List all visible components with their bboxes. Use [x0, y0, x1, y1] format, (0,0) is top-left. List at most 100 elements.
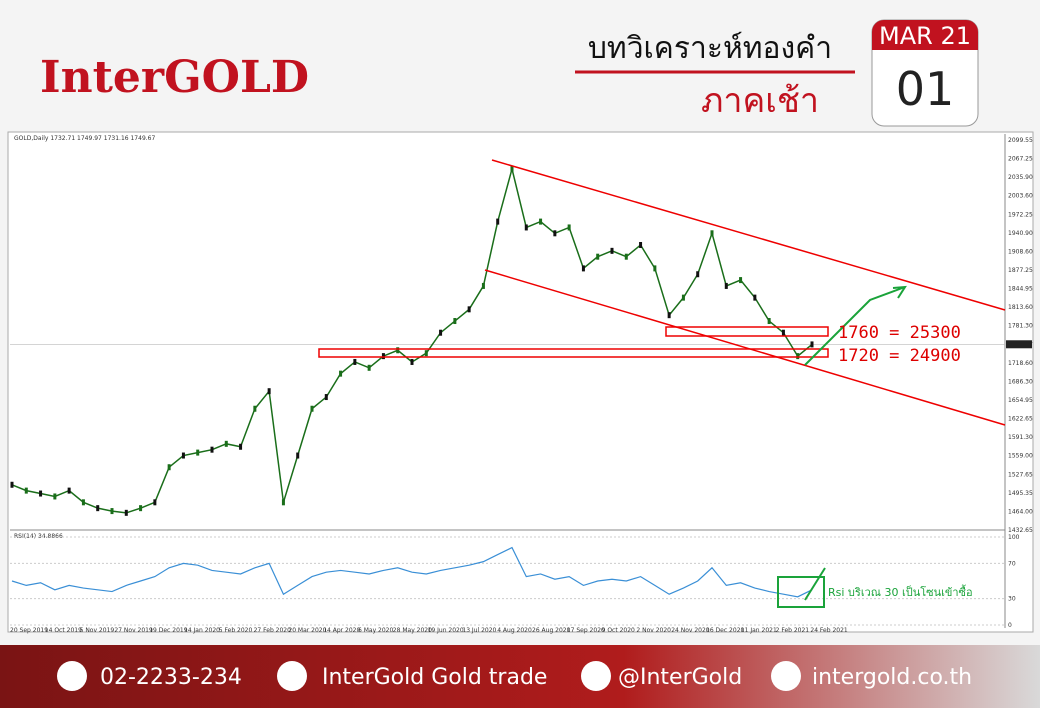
- candle: [596, 253, 600, 260]
- line: @InterGold: [618, 665, 742, 690]
- candle: [667, 312, 671, 319]
- y-tick-label: 1686.30: [1008, 378, 1033, 385]
- candle: [281, 499, 285, 506]
- channel-top: [491, 159, 1006, 311]
- candle: [639, 242, 643, 248]
- y-tick-label: 1908.60: [1008, 248, 1033, 255]
- candle: [110, 508, 114, 515]
- x-tick-label: 14 Oct 2019: [45, 627, 82, 634]
- candle: [181, 452, 185, 459]
- candle: [710, 230, 714, 237]
- annotation: Rsi บริเวณ 30 เป็นโซนเข้าซื้อ: [828, 584, 973, 599]
- x-tick-label: 2 Feb 2021: [776, 627, 810, 634]
- candle: [10, 481, 14, 488]
- candle: [24, 487, 28, 494]
- x-tick-label: 14 Apr 2020: [323, 627, 360, 634]
- zone-1760: [665, 326, 829, 337]
- candle: [424, 350, 428, 357]
- month: MAR 21: [879, 22, 971, 50]
- candle: [381, 353, 385, 360]
- brand: InterGOLD: [40, 52, 309, 103]
- arrow-head: [892, 285, 907, 299]
- x-tick-label: 2 Nov 2020: [636, 627, 671, 634]
- chart-panel: [7, 131, 1034, 633]
- candle: [139, 505, 143, 512]
- candle: [124, 509, 128, 516]
- x-tick-label: 24 Nov 2020: [671, 627, 710, 634]
- candle: [539, 218, 543, 225]
- candle: [624, 253, 628, 260]
- rsi-arrow: [804, 567, 826, 601]
- y-tick-label: 1813.60: [1008, 304, 1033, 311]
- chart-label: GOLD,Daily 1732.71 1749.97 1731.16 1749.…: [14, 135, 155, 142]
- line-icon: [581, 661, 611, 691]
- rsi-line: [11, 546, 813, 598]
- day: 01: [896, 62, 955, 116]
- candle: [96, 505, 100, 512]
- candle: [510, 165, 514, 172]
- candle: [410, 358, 414, 365]
- candle: [553, 230, 557, 237]
- x-tick-label: 6 May 2020: [358, 627, 393, 634]
- candle: [67, 487, 71, 494]
- annotation: 1720 = 24900: [838, 346, 961, 366]
- y-tick-label: 1844.95: [1008, 286, 1033, 293]
- x-tick-label: 26 Aug 2020: [532, 627, 571, 634]
- current-price-box: [1006, 340, 1032, 349]
- candle: [339, 370, 343, 377]
- candle: [310, 405, 314, 412]
- facebook-icon: [277, 661, 307, 691]
- x-tick-label: 28 May 2020: [393, 627, 432, 634]
- arrow-up: [804, 286, 906, 366]
- candle: [653, 265, 657, 272]
- x-tick-label: 19 Dec 2019: [149, 627, 188, 634]
- annotation: 1760 = 25300: [838, 323, 961, 343]
- x-tick-label: 24 Feb 2021: [810, 627, 848, 634]
- channel-bottom: [484, 269, 1006, 426]
- x-tick-label: 5 Nov 2019: [80, 627, 115, 634]
- candle: [610, 247, 614, 254]
- rsi-tick-label: 100: [1008, 534, 1020, 541]
- rsi-tick-label: 0: [1008, 622, 1012, 629]
- candle: [267, 388, 271, 395]
- plot: 2099.55 2067.25 2035.90 2003.60 1972.25 1940.…: [10, 137, 1033, 634]
- y-tick-label: 1591.30: [1008, 434, 1033, 441]
- candle: [496, 218, 500, 225]
- x-tick-label: 14 Jan 2020: [184, 627, 220, 634]
- candle: [439, 329, 443, 336]
- title: บทวิเคราะห์ทองคำ: [588, 31, 832, 66]
- footer-icons: [57, 661, 801, 691]
- candle: [724, 282, 728, 289]
- candle: [353, 358, 357, 365]
- candle: [81, 499, 85, 506]
- candle: [810, 341, 814, 348]
- candle: [781, 329, 785, 336]
- arrows: [777, 285, 907, 608]
- candle: [296, 452, 300, 459]
- candle: [796, 353, 800, 360]
- y-tick-label: 2003.60: [1008, 193, 1033, 200]
- footer-text: 02-2233-234 InterGold Gold trade @InterG…: [100, 665, 972, 690]
- x-tick-label: 17 Sep 2020: [567, 627, 605, 634]
- y-tick-label: 1718.60: [1008, 360, 1033, 367]
- candle: [167, 464, 171, 471]
- x-tick-label: 27 Nov 2019: [114, 627, 153, 634]
- x-tick-label: 16 Dec 2020: [706, 627, 745, 634]
- x-tick-label: 19 Jun 2020: [428, 627, 464, 634]
- x-tick-label: 20 Sep 2019: [10, 627, 48, 634]
- y-tick-label: 1527.65: [1008, 471, 1033, 478]
- candle: [581, 265, 585, 272]
- calendar-top: [872, 20, 978, 50]
- website: intergold.co.th: [812, 665, 972, 690]
- y-tick-label: 1495.35: [1008, 490, 1033, 497]
- x-tick-label: 4 Aug 2020: [497, 627, 532, 634]
- footer: [0, 645, 1040, 708]
- candle: [567, 224, 571, 231]
- y-tick-label: 1464.00: [1008, 508, 1033, 515]
- y-tick-label: 1559.00: [1008, 453, 1033, 460]
- phone: 02-2233-234: [100, 665, 242, 690]
- y-tick-label: 1972.25: [1008, 211, 1033, 218]
- x-tick-label: 20 Mar 2020: [288, 627, 326, 634]
- web-icon: [771, 661, 801, 691]
- candle: [467, 306, 471, 313]
